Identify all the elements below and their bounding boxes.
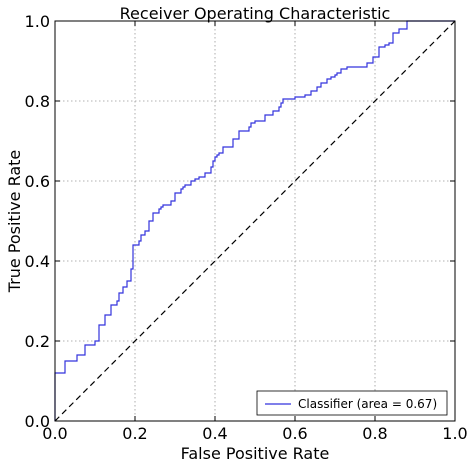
plot-frame	[54, 20, 456, 422]
legend: Classifier (area = 0.67)	[256, 390, 448, 416]
x-tick-label: 1.0	[442, 424, 467, 443]
roc-curve-line	[54, 20, 455, 421]
y-tick-label: 1.0	[25, 12, 50, 31]
axis-ticks: 0.0 0.2 0.4 0.6 0.8 1.0 0.0 0.2 0.4 0.6 0.8 1.0	[25, 12, 468, 443]
chart-title: Receiver Operating Characteristic	[120, 4, 391, 23]
x-tick-label: 0.0	[42, 424, 67, 443]
x-tick-label: 0.6	[282, 424, 307, 443]
x-axis-label: False Positive Rate	[181, 444, 330, 463]
x-tick-label: 0.4	[202, 424, 227, 443]
x-tick-label: 0.2	[122, 424, 147, 443]
y-tick-label: 0.0	[25, 412, 50, 431]
grid-lines	[55, 21, 455, 421]
legend-label-classifier: Classifier (area = 0.67)	[298, 397, 437, 411]
x-tick-label: 0.8	[362, 424, 387, 443]
plot-lines	[54, 20, 456, 422]
y-tick-label: 0.2	[25, 332, 50, 351]
y-tick-label: 0.6	[25, 172, 50, 191]
y-tick-label: 0.8	[25, 92, 50, 111]
legend-box	[256, 390, 448, 416]
y-tick-label: 0.4	[25, 252, 50, 271]
y-axis-label: True Positive Rate	[5, 150, 24, 294]
chance-diagonal-line	[54, 20, 456, 422]
